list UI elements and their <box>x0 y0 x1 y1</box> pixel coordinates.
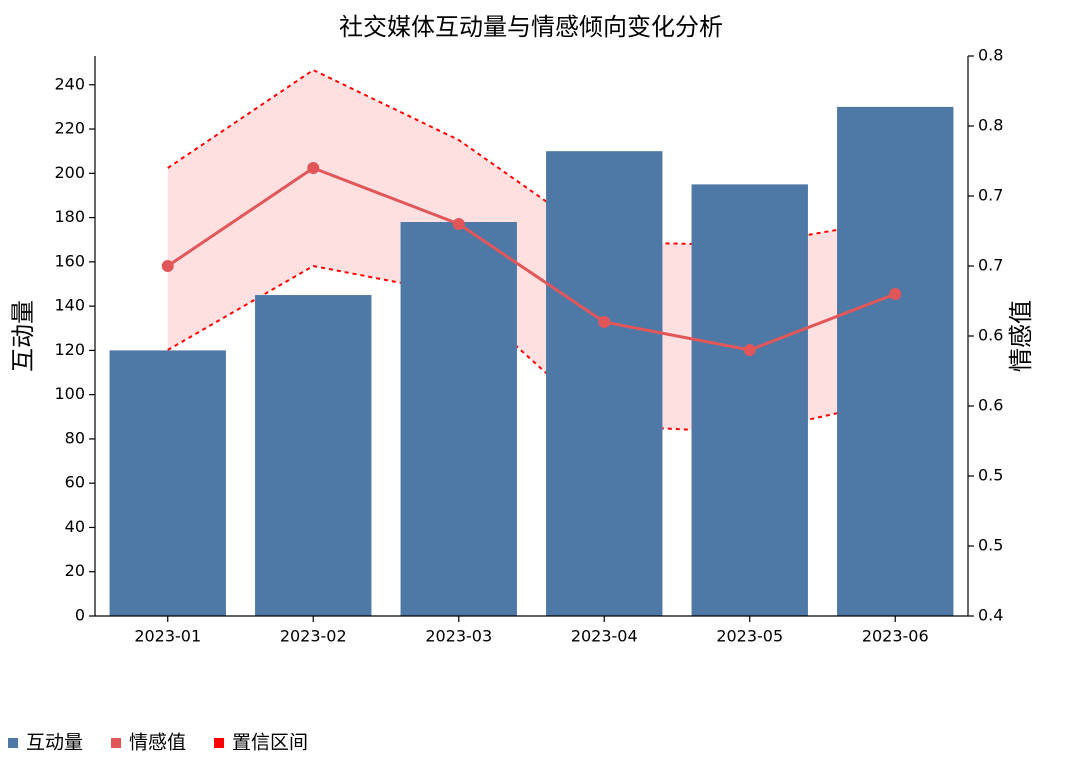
x-tick-label: 2023-01 <box>134 627 201 646</box>
x-tick-label: 2023-04 <box>571 627 638 646</box>
y-tick-label: 160 <box>54 251 85 270</box>
line-point <box>307 162 320 174</box>
y-tick-label: 200 <box>54 163 85 182</box>
line-point <box>161 260 174 272</box>
band-upper <box>167 68 896 247</box>
bar <box>255 295 372 616</box>
y2-tick-label: 0.5 <box>978 466 1003 485</box>
chart-title: 社交媒体互动量与情感倾向变化分析 <box>339 13 723 41</box>
y-tick-label: 120 <box>54 340 85 359</box>
y2-tick-label: 0.4 <box>978 606 1003 625</box>
y2-tick-label: 0.7 <box>978 186 1003 205</box>
x-tick-label: 2023-05 <box>716 627 783 646</box>
legend-swatch <box>214 738 225 748</box>
x-tick-label: 2023-03 <box>425 627 492 646</box>
y-tick-label: 140 <box>54 296 85 315</box>
y2-tick-label: 0.8 <box>978 116 1003 135</box>
y2-tick-label: 0.7 <box>978 256 1003 275</box>
line-point <box>889 288 902 300</box>
x-tick-label: 2023-06 <box>862 627 929 646</box>
y2-tick-label: 0.8 <box>978 46 1003 65</box>
legend-swatch <box>8 738 18 748</box>
line-point <box>452 218 465 230</box>
y-tick-label: 40 <box>65 517 85 536</box>
y2-tick-label: 0.5 <box>978 536 1003 555</box>
bar <box>691 184 808 616</box>
y2-tick-label: 0.6 <box>978 326 1003 345</box>
bar <box>109 350 226 616</box>
line-point <box>598 316 611 328</box>
y-tick-label: 100 <box>54 384 85 403</box>
bar <box>837 106 954 616</box>
line-point <box>743 344 756 356</box>
y-tick-label: 180 <box>54 207 85 226</box>
line <box>166 166 896 352</box>
legend-swatch <box>111 738 122 748</box>
y-tick-label: 20 <box>65 561 85 580</box>
bar <box>546 151 663 617</box>
y2-tick-label: 0.6 <box>978 396 1003 415</box>
bar <box>400 222 517 616</box>
y-tick-label: 240 <box>54 74 85 93</box>
legend-label: 情感值 <box>129 732 186 754</box>
y2-axis-label: 情感值 <box>1007 300 1035 372</box>
legend-label: 互动量 <box>26 732 83 754</box>
y-tick-label: 220 <box>54 119 85 138</box>
y-tick-label: 0 <box>75 606 85 625</box>
legend-label: 置信区间 <box>232 732 308 754</box>
y-tick-label: 80 <box>65 428 85 447</box>
y-tick-label: 60 <box>65 473 85 492</box>
y-axis-label: 互动量 <box>9 300 37 372</box>
x-tick-label: 2023-02 <box>280 627 347 646</box>
